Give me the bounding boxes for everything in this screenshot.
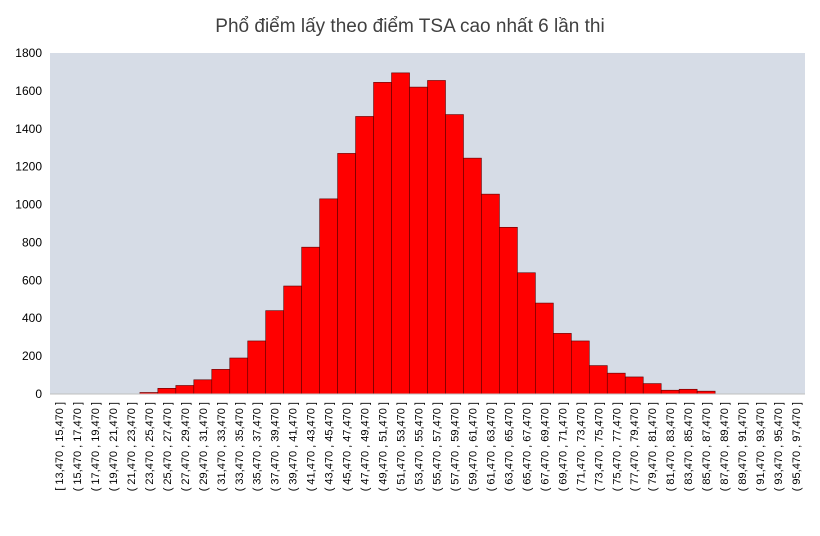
x-tick-label: ( 95,470 , 97,470 ] xyxy=(791,402,803,491)
x-tick-label: ( 79,470 , 81,470 ] xyxy=(647,402,659,491)
x-tick-label: ( 49,470 , 51,470 ] xyxy=(378,402,390,491)
x-tick-label: ( 85,470 , 87,470 ] xyxy=(701,402,713,491)
x-axis: [ 13,470 , 15,470 ] ( 15,470 , 17,470 ] ( … xyxy=(50,393,805,491)
histogram-bar xyxy=(211,369,231,395)
x-tick-label: ( 59,470 , 61,470 ] xyxy=(467,402,479,491)
histogram-bar xyxy=(247,340,267,395)
y-tick-label: 1000 xyxy=(15,198,42,212)
x-tick-label: ( 77,470 , 79,470 ] xyxy=(629,402,641,491)
histogram-bar xyxy=(535,302,554,395)
histogram-bar xyxy=(409,86,428,395)
x-tick-label: ( 65,470 , 67,470 ] xyxy=(521,402,533,491)
histogram-bar xyxy=(337,153,356,395)
histogram-bar xyxy=(499,226,518,395)
y-tick-label: 1800 xyxy=(15,46,42,60)
histogram-bar xyxy=(319,198,338,395)
histogram-bar xyxy=(660,389,680,395)
histogram-bar xyxy=(445,114,464,395)
x-tick-label: ( 15,470 , 17,470 ] xyxy=(72,402,84,491)
histogram-bar xyxy=(517,272,536,395)
y-tick-label: 1400 xyxy=(15,122,42,136)
x-tick-label: ( 43,470 , 45,470 ] xyxy=(324,402,336,491)
x-tick-label: ( 67,470 , 69,470 ] xyxy=(539,402,551,491)
x-tick-label: ( 25,470 , 27,470 ] xyxy=(162,402,174,491)
histogram-bar xyxy=(391,72,410,395)
x-tick-label: ( 63,470 , 65,470 ] xyxy=(503,402,515,491)
x-tick-label: ( 37,470 , 39,470 ] xyxy=(270,402,282,491)
histogram-bar xyxy=(481,193,500,395)
x-tick-label: ( 39,470 , 41,470 ] xyxy=(288,402,300,491)
x-tick-label: ( 83,470 , 85,470 ] xyxy=(683,402,695,491)
histogram-bar xyxy=(588,365,608,395)
x-tick-label: ( 73,470 , 75,470 ] xyxy=(593,402,605,491)
histogram-bar xyxy=(427,80,446,395)
chart-title: Phổ điểm lấy theo điểm TSA cao nhất 6 lầ… xyxy=(215,16,604,37)
x-tick-label: ( 41,470 , 43,470 ] xyxy=(306,402,318,491)
x-tick-label: ( 47,470 , 49,470 ] xyxy=(360,402,372,491)
y-tick-label: 1200 xyxy=(15,160,42,174)
x-tick-label: ( 21,470 , 23,470 ] xyxy=(126,402,138,491)
x-tick-label: [ 13,470 , 15,470 ] xyxy=(54,402,66,491)
histogram-bar xyxy=(373,82,392,395)
histogram-bar xyxy=(265,310,284,395)
histogram-bar xyxy=(642,383,662,395)
histogram-bar xyxy=(624,376,644,395)
y-tick-label: 200 xyxy=(22,349,42,363)
x-tick-label: ( 55,470 , 57,470 ] xyxy=(431,402,443,491)
x-tick-label: ( 33,470 , 35,470 ] xyxy=(234,402,246,491)
y-tick-label: 600 xyxy=(22,273,42,287)
histogram-bar xyxy=(355,116,374,395)
x-tick-label: ( 31,470 , 33,470 ] xyxy=(216,402,228,491)
y-tick-label: 1600 xyxy=(15,84,42,98)
x-tick-label: ( 71,470 , 73,470 ] xyxy=(575,402,587,491)
histogram-bar xyxy=(463,157,482,395)
histogram-bar xyxy=(301,246,320,395)
x-tick-label: ( 17,470 , 19,470 ] xyxy=(90,402,102,491)
histogram-bar xyxy=(157,388,177,395)
y-tick-label: 800 xyxy=(22,235,42,249)
histogram-bar xyxy=(553,333,572,395)
x-tick-label: ( 53,470 , 55,470 ] xyxy=(414,402,426,491)
histogram-bar xyxy=(193,379,213,395)
histogram-bar xyxy=(175,385,195,395)
x-tick-label: ( 45,470 , 47,470 ] xyxy=(342,402,354,491)
x-tick-label: ( 93,470 , 95,470 ] xyxy=(773,402,785,491)
x-tick-label: ( 57,470 , 59,470 ] xyxy=(449,402,461,491)
x-tick-label: ( 27,470 , 29,470 ] xyxy=(180,402,192,491)
x-tick-label: ( 69,470 , 71,470 ] xyxy=(557,402,569,491)
x-tick-label: ( 81,470 , 83,470 ] xyxy=(665,402,677,491)
x-tick-label: ( 29,470 , 31,470 ] xyxy=(198,402,210,491)
x-tick-label: ( 89,470 , 91,470 ] xyxy=(737,402,749,491)
x-tick-label: ( 19,470 , 21,470 ] xyxy=(108,402,120,491)
y-axis: 0 200 400 600 800 1000 1200 1400 1600 1800 xyxy=(15,46,42,401)
y-tick-label: 400 xyxy=(22,311,42,325)
histogram-bar xyxy=(571,340,590,395)
x-tick-label: ( 23,470 , 25,470 ] xyxy=(144,402,156,491)
x-tick-label: ( 61,470 , 63,470 ] xyxy=(485,402,497,491)
histogram-bar xyxy=(283,285,302,395)
histogram-bar xyxy=(229,357,249,395)
histogram-bar xyxy=(606,372,626,395)
x-tick-label: ( 75,470 , 77,470 ] xyxy=(611,402,623,491)
y-tick-label: 0 xyxy=(35,387,42,401)
x-tick-label: ( 91,470 , 93,470 ] xyxy=(755,402,767,491)
histogram-bar xyxy=(678,388,698,395)
x-tick-label: ( 35,470 , 37,470 ] xyxy=(252,402,264,491)
x-tick-label: ( 51,470 , 53,470 ] xyxy=(396,402,408,491)
x-tick-label: ( 87,470 , 89,470 ] xyxy=(719,402,731,491)
bar-series xyxy=(139,72,716,395)
